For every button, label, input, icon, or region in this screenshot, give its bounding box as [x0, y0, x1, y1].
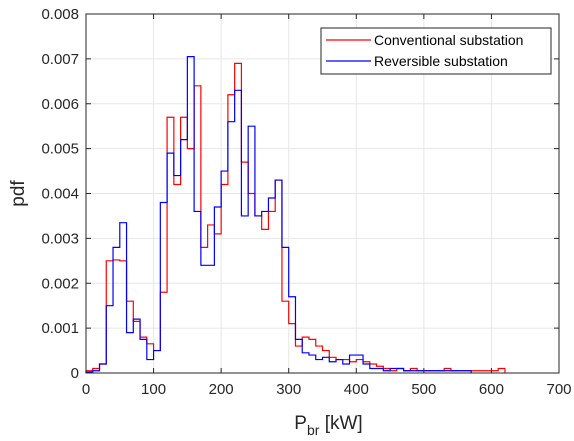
- x-axis-label-unit: [kW]: [319, 413, 362, 434]
- y-tick-label: 0.005: [41, 141, 79, 158]
- x-axis-label-subscript: br: [307, 422, 320, 438]
- y-tick-labels: 0 0.001 0.002 0.003 0.004 0.005 0.006 0.007 0.00…: [41, 6, 79, 382]
- x-tick-label: 700: [546, 381, 571, 398]
- y-tick-label: 0.003: [41, 230, 79, 247]
- legend: Conventional substation Reversible subst…: [320, 27, 552, 75]
- x-tick-label: 200: [209, 381, 234, 398]
- y-tick-label: 0.001: [41, 320, 79, 337]
- x-tick-label: 400: [344, 381, 369, 398]
- y-tick-label: 0.008: [41, 6, 79, 23]
- x-tick-label: 500: [411, 381, 436, 398]
- legend-label-conventional: Conventional substation: [374, 32, 523, 48]
- x-tick-labels: 0 100 200 300 400 500 600 700: [82, 381, 572, 398]
- legend-label-reversible: Reversible substation: [374, 53, 508, 69]
- series-layer: [85, 56, 506, 373]
- x-axis-label-main: P: [294, 413, 307, 434]
- series-line-reversible: [85, 56, 472, 373]
- y-tick-label: 0.002: [41, 275, 79, 292]
- legend-box: [320, 27, 552, 75]
- y-tick-label: 0.006: [41, 96, 79, 113]
- y-tick-label: 0.007: [41, 51, 79, 68]
- y-tick-label: 0: [71, 365, 79, 382]
- x-tick-label: 0: [82, 381, 90, 398]
- x-axis-label: Pbr [kW]: [294, 413, 362, 438]
- axis-ticks: [85, 13, 560, 374]
- y-axis-label: pdf: [8, 180, 29, 207]
- x-tick-label: 100: [141, 381, 166, 398]
- x-tick-label: 300: [276, 381, 301, 398]
- y-tick-label: 0.004: [41, 186, 79, 203]
- x-tick-label: 600: [479, 381, 504, 398]
